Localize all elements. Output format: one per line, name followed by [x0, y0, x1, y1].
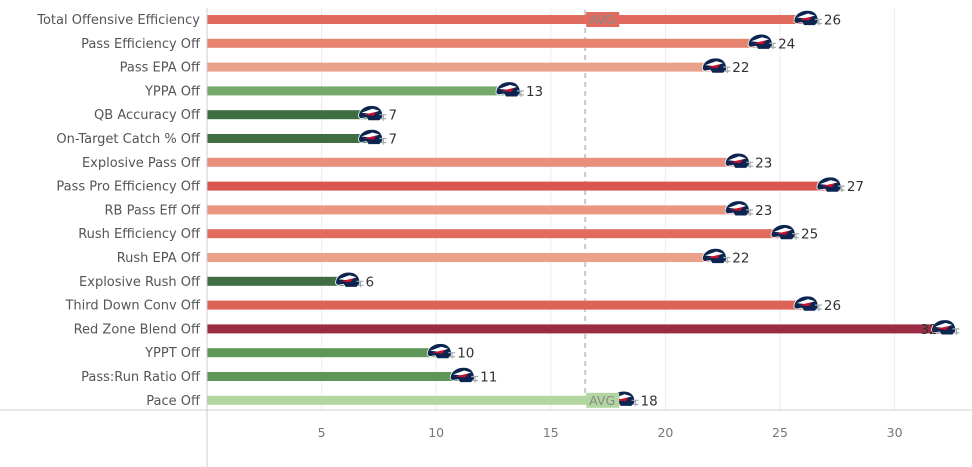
category-label: Total Offensive Efficiency	[36, 13, 200, 28]
bar[interactable]	[207, 134, 368, 143]
category-label: RB Pass Eff Off	[105, 203, 202, 218]
bar[interactable]	[207, 205, 735, 215]
team-helmet-icon	[426, 343, 456, 360]
category-label: Explosive Pass Off	[82, 156, 201, 171]
team-helmet-icon	[747, 33, 777, 50]
team-helmet-icon	[335, 271, 364, 288]
team-helmet-icon	[701, 247, 731, 264]
value-label: 26	[824, 298, 841, 314]
category-label: YPPA Off	[144, 84, 201, 99]
bar[interactable]	[207, 181, 826, 191]
bar[interactable]	[207, 62, 712, 72]
team-helmet-icon	[358, 128, 387, 145]
bar[interactable]	[207, 157, 735, 167]
team-helmet-icon	[449, 366, 479, 383]
team-helmet-icon	[793, 295, 822, 312]
bar[interactable]	[207, 372, 460, 381]
average-label: AVG	[589, 393, 615, 408]
x-tick-label: 30	[887, 425, 903, 440]
bar[interactable]	[207, 348, 437, 358]
team-helmet-icon	[495, 81, 524, 98]
axis-layer: 5 10 15 20 25 30	[0, 8, 972, 467]
x-tick-label: 20	[657, 425, 673, 440]
value-label: 23	[755, 155, 772, 171]
bar[interactable]	[207, 86, 505, 96]
bar[interactable]	[207, 395, 620, 405]
category-label: Third Down Conv Off	[64, 299, 201, 314]
value-label: 18	[641, 393, 658, 409]
bar[interactable]	[207, 15, 803, 24]
value-label: 23	[755, 203, 772, 219]
category-label: QB Accuracy Off	[94, 108, 201, 123]
category-label: Rush EPA Off	[117, 251, 201, 266]
value-label: 32	[920, 322, 937, 338]
bar[interactable]	[207, 38, 758, 48]
value-label: 7	[388, 108, 397, 124]
x-tick-label: 25	[772, 425, 788, 440]
category-label: Pass:Run Ratio Off	[81, 370, 201, 385]
x-tick-label: 10	[428, 425, 444, 440]
average-label: AVG	[589, 12, 615, 27]
bar[interactable]	[207, 110, 368, 120]
category-label: Pass Pro Efficiency Off	[56, 180, 201, 195]
labels-layer: Total Offensive Efficiency 26 Pass Efficie…	[36, 12, 938, 409]
team-helmet-icon	[770, 224, 799, 241]
team-helmet-icon	[793, 9, 822, 26]
value-label: 25	[801, 227, 818, 243]
average-label-bg	[586, 392, 620, 408]
team-helmet-icon	[724, 200, 754, 217]
bar[interactable]	[207, 276, 345, 286]
team-helmet-icon	[816, 176, 845, 193]
category-label: Pace Off	[146, 394, 201, 409]
category-label: Rush Efficiency Off	[78, 227, 201, 242]
category-label: Pass EPA Off	[120, 61, 201, 76]
category-label: YPPT Off	[144, 346, 201, 361]
value-label: 26	[824, 13, 841, 29]
bar[interactable]	[207, 253, 712, 262]
category-label: Red Zone Blend Off	[74, 322, 201, 337]
value-label: 7	[388, 132, 397, 148]
value-label: 22	[732, 251, 749, 267]
team-helmet-icon	[701, 57, 731, 74]
category-label: Explosive Rush Off	[79, 275, 201, 290]
x-tick-label: 15	[543, 425, 559, 440]
team-helmet-icon	[931, 319, 960, 336]
value-label: 22	[732, 60, 749, 76]
bar[interactable]	[207, 229, 780, 239]
x-tick-label: 5	[318, 425, 326, 440]
bar[interactable]	[207, 300, 803, 310]
team-helmet-icon	[358, 105, 387, 122]
bar[interactable]	[207, 324, 941, 334]
team-helmet-icon	[724, 152, 754, 169]
value-label: 24	[778, 36, 795, 52]
average-label-bg	[586, 12, 620, 27]
value-label: 6	[366, 274, 375, 290]
value-label: 13	[526, 84, 543, 100]
bars-layer	[207, 15, 941, 405]
value-label: 27	[847, 179, 864, 195]
value-label: 10	[457, 346, 474, 362]
value-label: 11	[480, 370, 497, 386]
category-label: On-Target Catch % Off	[56, 132, 201, 147]
category-label: Pass Efficiency Off	[81, 37, 201, 52]
